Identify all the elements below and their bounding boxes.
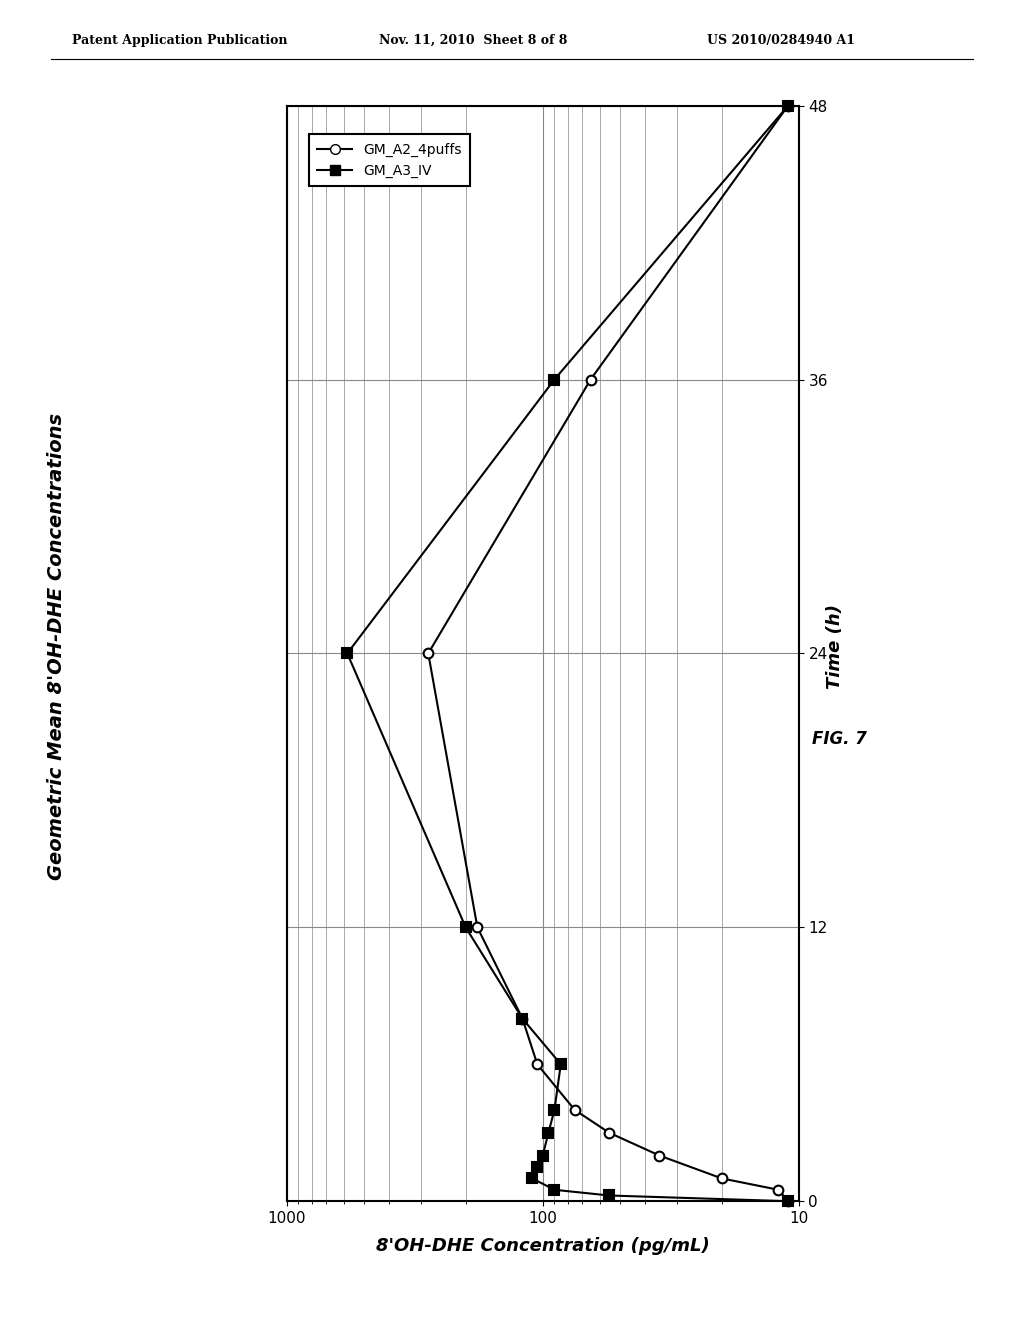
GM_A2_4puffs: [516, 1011, 528, 1027]
GM_A2_4puffs: [603, 1125, 615, 1140]
GM_A3_IV: [548, 1102, 560, 1118]
GM_A2_4puffs: [585, 372, 597, 388]
GM_A2_4puffs: [772, 1181, 784, 1197]
GM_A3_IV: [555, 1056, 567, 1072]
Legend: GM_A2_4puffs, GM_A3_IV: GM_A2_4puffs, GM_A3_IV: [309, 135, 470, 186]
Line: GM_A2_4puffs: GM_A2_4puffs: [423, 100, 793, 1206]
GM_A2_4puffs: [568, 1102, 581, 1118]
GM_A3_IV: [341, 645, 353, 661]
GM_A2_4puffs: [531, 1056, 544, 1072]
GM_A3_IV: [531, 1159, 544, 1175]
Text: Nov. 11, 2010  Sheet 8 of 8: Nov. 11, 2010 Sheet 8 of 8: [379, 33, 567, 46]
GM_A2_4puffs: [422, 645, 434, 661]
X-axis label: 8'OH-DHE Concentration (pg/mL): 8'OH-DHE Concentration (pg/mL): [376, 1237, 710, 1255]
GM_A3_IV: [516, 1011, 528, 1027]
GM_A3_IV: [603, 1188, 615, 1204]
GM_A2_4puffs: [716, 1171, 728, 1187]
GM_A3_IV: [782, 1193, 795, 1209]
Text: Patent Application Publication: Patent Application Publication: [72, 33, 287, 46]
GM_A3_IV: [526, 1171, 539, 1187]
GM_A3_IV: [548, 1181, 560, 1197]
GM_A3_IV: [460, 919, 472, 935]
Text: FIG. 7: FIG. 7: [812, 730, 867, 748]
GM_A3_IV: [543, 1125, 555, 1140]
GM_A2_4puffs: [471, 919, 483, 935]
Text: Time (h): Time (h): [825, 605, 844, 689]
Text: Geometric Mean 8'OH-DHE Concentrations: Geometric Mean 8'OH-DHE Concentrations: [47, 413, 66, 880]
Line: GM_A3_IV: GM_A3_IV: [342, 100, 793, 1206]
GM_A2_4puffs: [782, 98, 795, 114]
GM_A3_IV: [782, 98, 795, 114]
GM_A2_4puffs: [653, 1147, 666, 1163]
GM_A2_4puffs: [782, 1193, 795, 1209]
GM_A3_IV: [548, 372, 560, 388]
Text: US 2010/0284940 A1: US 2010/0284940 A1: [707, 33, 855, 46]
GM_A3_IV: [537, 1147, 549, 1163]
